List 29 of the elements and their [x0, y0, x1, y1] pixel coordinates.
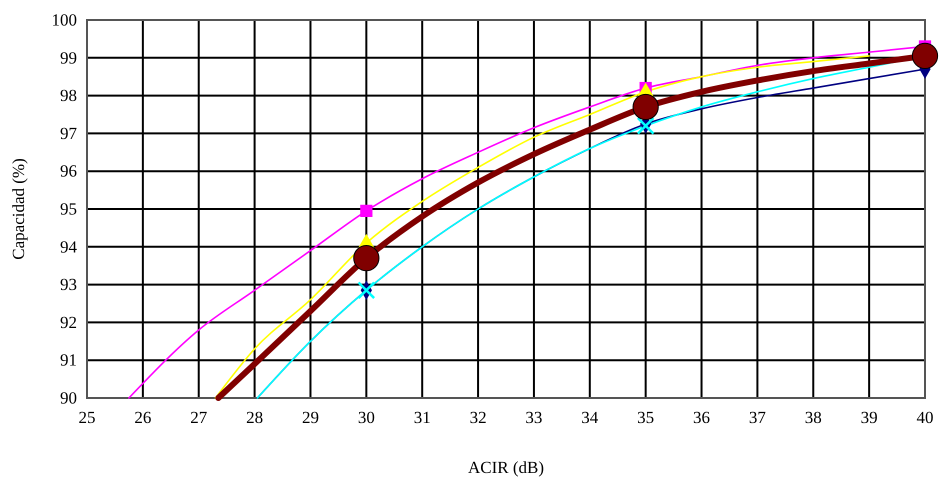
y-tick-label: 91	[60, 350, 77, 370]
x-tick-label: 25	[78, 408, 96, 428]
x-tick-label: 30	[358, 408, 375, 428]
x-tick-label: 31	[414, 408, 431, 428]
x-tick-label: 29	[302, 408, 319, 428]
x-tick-label: 26	[134, 408, 152, 428]
y-tick-label: 93	[60, 275, 77, 294]
y-tick-label: 95	[60, 199, 77, 218]
x-axis-title: ACIR (dB)	[468, 458, 544, 477]
x-tick-label: 33	[525, 408, 542, 428]
x-tick-label: 38	[804, 408, 822, 428]
x-tick-label: 39	[860, 408, 878, 428]
x-tick-label: 40	[916, 408, 934, 428]
x-tick-label: 27	[190, 408, 208, 428]
y-axis-title: Capacidad (%)	[9, 158, 28, 260]
y-tick-label: 99	[60, 48, 77, 68]
y-tick-label: 98	[60, 86, 77, 106]
x-tick-label: 35	[637, 408, 654, 428]
y-tick-label: 92	[60, 312, 77, 332]
x-tick-label: 36	[693, 408, 710, 428]
y-tick-label: 90	[60, 388, 77, 408]
x-tick-label: 34	[581, 408, 599, 428]
x-tick-label: 32	[470, 408, 487, 428]
y-tick-label: 96	[60, 162, 77, 181]
y-tick-label: 100	[52, 10, 77, 30]
y-tick-label: 97	[60, 124, 78, 143]
x-tick-label: 37	[748, 408, 766, 428]
x-tick-label: 28	[246, 408, 264, 428]
y-tick-label: 94	[60, 237, 78, 256]
